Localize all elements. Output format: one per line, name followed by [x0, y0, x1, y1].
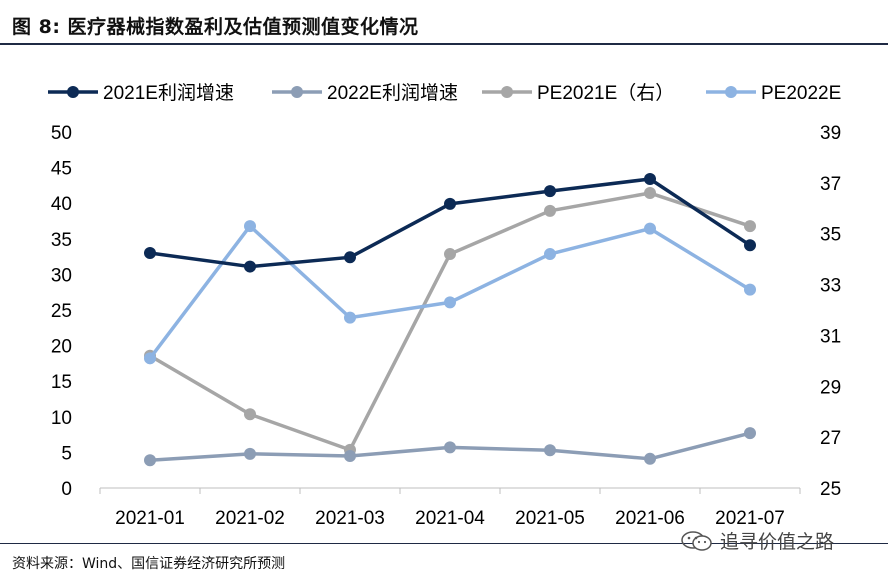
- chart-legend: 2021E利润增速 2022E利润增速 PE2021E（右） PE2022E: [48, 82, 841, 104]
- footer-rule: [0, 543, 888, 544]
- legend-swatch-marker: [67, 86, 79, 98]
- x-tick-label: 2021-01: [115, 508, 185, 529]
- data-point: [244, 447, 256, 460]
- legend-swatch-marker: [501, 86, 513, 98]
- x-tick-label: 2021-02: [215, 508, 285, 529]
- left-y-axis: 0 5 10 15 20 25 30 35 40 45 50: [51, 123, 72, 500]
- right-tick-label: 29: [820, 377, 841, 398]
- watermark-text: 追寻价值之路: [720, 531, 835, 553]
- series-2: [144, 427, 756, 467]
- figure-title: 图 8: 医疗器械指数盈利及估值预测值变化情况: [12, 16, 419, 38]
- left-tick-label: 40: [51, 194, 72, 215]
- data-point: [444, 441, 456, 454]
- legend-item-4: PE2022E: [706, 83, 841, 104]
- legend-swatch-marker: [291, 86, 303, 98]
- left-tick-label: 50: [51, 123, 72, 144]
- legend-item-1: 2021E利润增速: [48, 82, 234, 104]
- source-note: 资料来源：Wind、国信证券经济研究所预测: [12, 556, 286, 572]
- data-point: [444, 197, 456, 210]
- series-line: [148, 224, 751, 360]
- right-tick-label: 33: [820, 276, 841, 297]
- left-tick-label: 35: [51, 230, 72, 251]
- legend-label: 2021E利润增速: [103, 82, 234, 104]
- data-point: [744, 427, 756, 440]
- left-tick-label: 0: [61, 479, 72, 500]
- series-1: [144, 172, 756, 273]
- legend-label: PE2021E（右）: [537, 82, 674, 104]
- data-point: [644, 222, 656, 235]
- data-point: [344, 311, 356, 324]
- data-point: [144, 352, 156, 365]
- legend-item-2: 2022E利润增速: [272, 82, 458, 104]
- right-tick-label: 39: [820, 123, 841, 144]
- right-y-axis: 25 27 29 31 33 35 37 39: [820, 123, 841, 500]
- data-point: [644, 452, 656, 465]
- left-tick-label: 20: [51, 337, 72, 358]
- left-tick-label: 10: [51, 408, 72, 429]
- right-tick-label: 25: [820, 479, 841, 500]
- data-point: [444, 296, 456, 309]
- legend-item-3: PE2021E（右）: [482, 82, 674, 104]
- data-point: [444, 248, 456, 261]
- data-point: [244, 260, 256, 273]
- series-4: [144, 220, 756, 365]
- x-tick-label: 2021-04: [415, 508, 485, 529]
- right-tick-label: 35: [820, 225, 841, 246]
- legend-swatch-marker: [725, 86, 737, 98]
- data-point: [744, 220, 756, 233]
- data-point: [344, 251, 356, 264]
- x-tick-label: 2021-03: [315, 508, 385, 529]
- title-rule: [0, 43, 888, 45]
- series-line: [149, 191, 751, 452]
- left-tick-label: 45: [51, 159, 72, 180]
- legend-label: PE2022E: [761, 83, 841, 104]
- series-3: [144, 187, 756, 456]
- data-point: [144, 454, 156, 467]
- right-tick-label: 37: [820, 174, 841, 195]
- legend-label: 2022E利润增速: [327, 82, 458, 104]
- right-tick-label: 27: [820, 428, 841, 449]
- data-point: [644, 187, 656, 200]
- data-point: [744, 239, 756, 252]
- series-layer: [144, 172, 756, 467]
- left-tick-label: 5: [61, 443, 72, 464]
- right-tick-label: 31: [820, 326, 841, 347]
- data-point: [344, 449, 356, 462]
- x-tick-label: 2021-06: [615, 508, 685, 529]
- x-tick-label: 2021-05: [515, 508, 585, 529]
- left-tick-label: 30: [51, 265, 72, 286]
- data-point: [544, 248, 556, 261]
- left-tick-label: 15: [51, 372, 72, 393]
- data-point: [144, 247, 156, 260]
- data-point: [644, 172, 656, 185]
- data-point: [744, 283, 756, 296]
- x-axis: 2021-01 2021-02 2021-03 2021-04 2021-05 2021-…: [99, 487, 801, 529]
- x-tick-label: 2021-07: [715, 508, 785, 529]
- left-tick-label: 25: [51, 301, 72, 322]
- data-point: [544, 185, 556, 198]
- data-point: [244, 408, 256, 421]
- watermark: 追寻价值之路: [680, 527, 834, 554]
- data-point: [544, 204, 556, 217]
- data-point: [544, 444, 556, 457]
- wechat-icon: [681, 530, 712, 551]
- data-point: [244, 220, 256, 233]
